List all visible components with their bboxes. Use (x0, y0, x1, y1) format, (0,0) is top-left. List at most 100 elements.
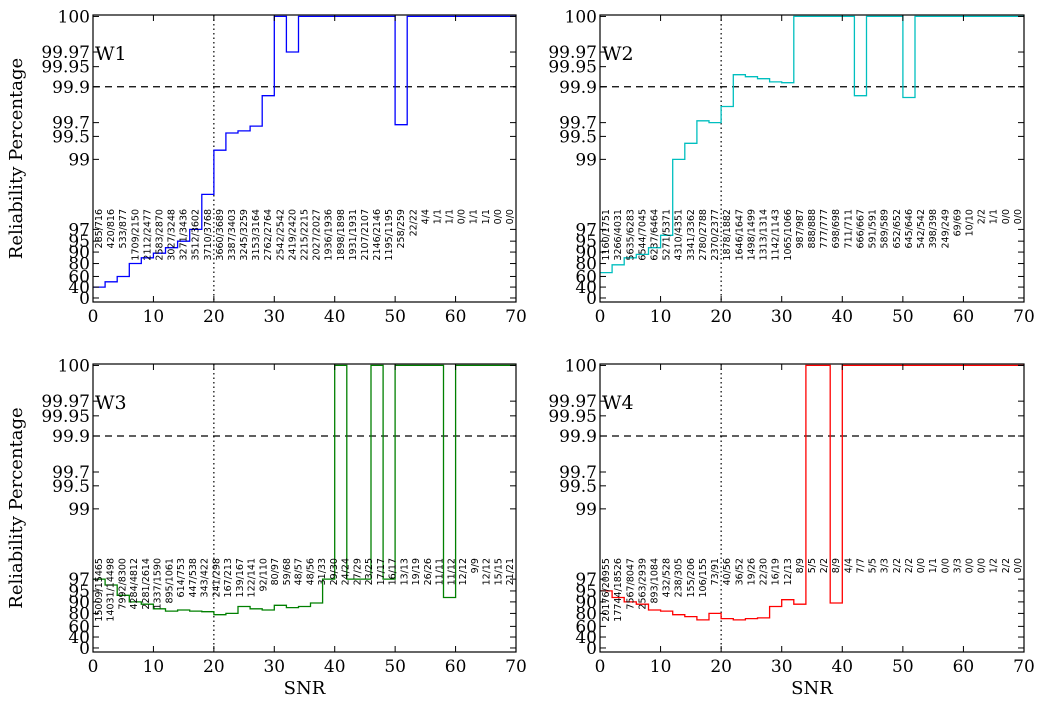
count-annotation: 3/3 (952, 558, 963, 573)
count-annotation: 10/10 (965, 209, 976, 236)
count-annotation: 2542/2542 (275, 209, 286, 261)
series-line (600, 364, 1024, 621)
count-annotation: 2419/2420 (287, 209, 298, 261)
y-tick-label: 100 (58, 7, 90, 27)
count-annotation: 48/57 (294, 558, 305, 585)
y-tick-label: 80 (68, 255, 90, 275)
y-tick-label: 40 (68, 628, 90, 648)
count-annotation: 1/1 (469, 209, 480, 224)
count-annotation: 155/206 (686, 558, 697, 597)
y-tick-label: 99.7 (559, 463, 597, 483)
count-annotation: 3027/3248 (167, 209, 178, 261)
count-annotation: 167/213 (223, 558, 234, 597)
y-tick-label: 99.9 (559, 427, 597, 447)
panel-label: W2 (602, 43, 634, 65)
count-annotation: 4/4 (843, 558, 854, 573)
y-tick-label: 0 (586, 289, 597, 309)
y-tick-label: 97 (68, 220, 90, 240)
panel-label: W1 (95, 43, 127, 65)
count-annotation: 698/698 (831, 209, 842, 248)
count-annotation: 4310/4351 (674, 209, 685, 261)
count-annotation: 1646/1647 (734, 209, 745, 261)
count-annotation: 241/298 (211, 558, 222, 597)
y-tick-label: 80 (575, 604, 597, 624)
count-annotation: 22/22 (408, 209, 419, 236)
count-annotation: 3660/3689 (215, 209, 226, 261)
count-annotation: 3153/3164 (251, 209, 262, 261)
count-annotation: 3245/3259 (239, 209, 250, 261)
y-tick-label: 99.97 (548, 43, 597, 63)
count-annotation: 17/17 (376, 558, 387, 585)
count-annotation: 1709/2150 (130, 209, 141, 261)
count-annotation: 29/30 (329, 558, 340, 585)
count-annotation: 6237/6464 (650, 209, 661, 261)
count-annotation: 80/97 (270, 558, 281, 585)
y-tick-label: 95 (68, 232, 90, 252)
count-annotation: 13/13 (399, 558, 410, 585)
count-annotation: 2762/2764 (263, 209, 274, 261)
count-annotation: 652/652 (892, 209, 903, 248)
count-annotation: 12/13 (783, 558, 794, 585)
chart-panel-w4: 20176/20955 17744/18526 7567/8047 2563/2939… (548, 356, 1034, 699)
x-tick-label: 10 (650, 307, 672, 327)
y-tick-label: 99.9 (559, 78, 597, 98)
y-tick-label: 99.5 (52, 477, 90, 497)
x-tick-label: 20 (203, 657, 225, 677)
x-tick-label: 40 (831, 307, 853, 327)
y-tick-label: 99.7 (559, 114, 597, 134)
x-tick-label: 40 (831, 657, 853, 677)
count-annotation: 40/56 (722, 558, 733, 585)
y-tick-label: 99.97 (41, 392, 90, 412)
count-annotation: 0/0 (940, 558, 951, 573)
y-tick-label: 99.95 (548, 58, 597, 78)
count-annotation: 2027/2027 (312, 209, 323, 261)
x-tick-label: 20 (710, 307, 732, 327)
count-annotation: 777/777 (819, 209, 830, 248)
chart-panel-w2: 1160/1751 3266/4031 5635/6283 6544/7045 6237… (548, 7, 1034, 327)
count-annotation: 238/305 (674, 558, 685, 597)
count-annotation: 645/646 (904, 209, 915, 248)
count-annotation: 139/167 (235, 558, 246, 597)
count-annotation: 447/538 (188, 558, 199, 597)
y-tick-label: 40 (575, 278, 597, 298)
count-annotation: 258/259 (396, 209, 407, 248)
count-annotation: 3341/3362 (686, 209, 697, 261)
x-tick-label: 40 (324, 307, 346, 327)
count-annotation: 0/0 (977, 558, 988, 573)
y-tick-label: 100 (565, 7, 597, 27)
count-annotation: 711/711 (843, 209, 854, 248)
count-annotation: 15/15 (493, 558, 504, 585)
y-tick-label: 0 (79, 289, 90, 309)
count-annotation: 106/155 (698, 558, 709, 597)
count-annotation: 420/816 (106, 209, 117, 248)
count-annotation: 1936/1936 (324, 209, 335, 261)
x-axis-label: SNR (284, 678, 326, 699)
count-annotation: 285/716 (94, 209, 105, 248)
count-annotation: 1878/1882 (722, 209, 733, 261)
y-tick-label: 99.97 (548, 392, 597, 412)
count-annotation: 666/667 (856, 209, 867, 248)
count-annotation: 5635/6283 (625, 209, 636, 261)
count-annotation: 432/528 (662, 558, 673, 597)
count-annotation: 22/30 (759, 558, 770, 585)
plot-frame (599, 14, 1025, 303)
count-annotation: 2/2 (904, 558, 915, 573)
y-tick-label: 80 (575, 255, 597, 275)
x-tick-label: 50 (384, 307, 406, 327)
count-annotation: 12/12 (458, 558, 469, 585)
count-annotation: 1498/1499 (746, 209, 757, 261)
count-annotation: 8/9 (831, 558, 842, 573)
count-annotation: 0/0 (1013, 209, 1024, 224)
y-tick-label: 99.5 (559, 477, 597, 497)
y-tick-label: 100 (58, 356, 90, 376)
x-tick-label: 10 (650, 657, 672, 677)
count-annotation: 1/2 (989, 558, 1000, 573)
y-tick-label: 95 (575, 582, 597, 602)
count-annotation: 1160/1751 (601, 209, 612, 261)
count-annotation: 1898/1898 (336, 209, 347, 261)
count-annotation: 21/21 (505, 558, 516, 585)
count-annotation: 11/11 (435, 558, 446, 585)
count-annotation: 2112/2477 (142, 209, 153, 261)
count-annotation: 3387/3403 (227, 209, 238, 261)
